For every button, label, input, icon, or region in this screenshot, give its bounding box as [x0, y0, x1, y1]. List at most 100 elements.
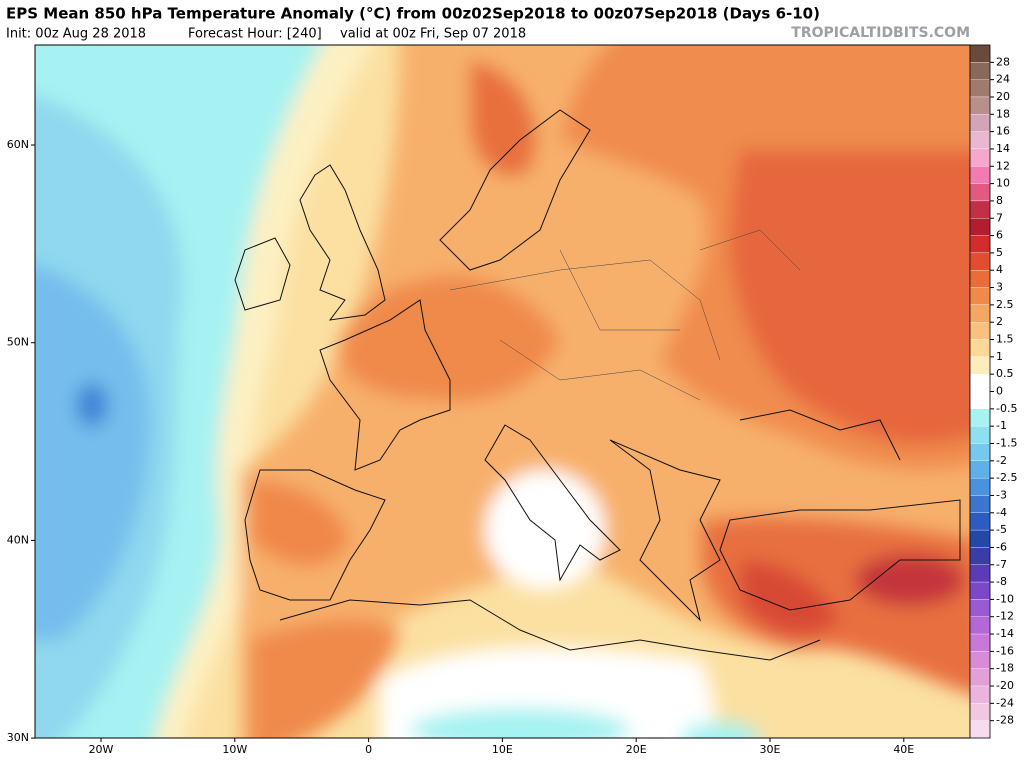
colorbar-label: 7	[996, 211, 1003, 224]
colorbar-label: -0.5	[996, 402, 1017, 415]
colorbar-box	[969, 218, 991, 236]
colorbar-label: -4	[996, 506, 1007, 519]
warm-france-germany	[338, 274, 560, 403]
colorbar-label: 1	[996, 350, 1003, 363]
colorbar-box	[969, 356, 991, 375]
scandinavia	[439, 109, 591, 271]
colorbar-label: -1	[996, 419, 1007, 432]
colorbar-label: -18	[996, 662, 1014, 675]
colorbar-box	[969, 339, 991, 357]
warm-morocco	[250, 619, 400, 738]
france	[319, 299, 451, 471]
lon-label: 40E	[893, 743, 914, 756]
colorbar-box	[969, 547, 991, 565]
colorbar-label: -7	[996, 558, 1007, 571]
neutral-italy	[485, 470, 605, 590]
colorbar-box	[969, 200, 991, 219]
lon-label: 10W	[222, 743, 247, 756]
watermark: TROPICALTIDBITS.COM	[791, 25, 970, 41]
colorbar-box	[969, 599, 991, 617]
lon-label: 0	[365, 743, 372, 756]
colorbar-label: 1.5	[996, 333, 1014, 346]
colorbar-box	[969, 651, 991, 669]
colorbar-box	[969, 425, 991, 444]
colorbar-label: -1.5	[996, 436, 1017, 449]
colorbar-frame	[969, 44, 991, 739]
colorbar-label: -20	[996, 679, 1014, 692]
neutral-africa	[380, 646, 715, 738]
colorbar-label: -10	[996, 592, 1014, 605]
init: Init: 00z Aug 28 2018	[6, 27, 146, 42]
colorbar-box	[969, 703, 991, 721]
hot-scandinavia	[470, 60, 537, 177]
colorbar-label: 4	[996, 263, 1003, 276]
colorbar-label: 2	[996, 315, 1003, 328]
colorbar-label: 24	[996, 73, 1010, 86]
colorbar-box	[969, 183, 991, 202]
colorbar-label: -16	[996, 644, 1014, 657]
balkans	[609, 439, 721, 622]
lon-label: 30E	[760, 743, 781, 756]
colorbar-box	[969, 114, 991, 132]
colorbar-label: -5	[996, 523, 1007, 536]
lon-label: 20E	[626, 743, 647, 756]
ireland	[234, 237, 291, 311]
colorbar-box	[969, 252, 991, 271]
colorbar-label: -14	[996, 627, 1014, 640]
blue-core	[76, 383, 108, 427]
colorbar-label: 3	[996, 281, 1003, 294]
colorbar-box	[969, 581, 991, 600]
colorbar-label: 28	[996, 55, 1010, 68]
colorbar-box	[969, 616, 991, 635]
colorbar-label: 5	[996, 246, 1003, 259]
colorbar-box	[969, 633, 991, 652]
colorbar-box	[969, 512, 991, 531]
colorbar-box	[969, 720, 991, 739]
black-sea	[739, 409, 901, 461]
colorbar-box	[969, 564, 991, 583]
colorbar-label: 8	[996, 194, 1003, 207]
colorbar-label: -28	[996, 714, 1014, 727]
colorbar-box	[969, 270, 991, 288]
colorbar-label: 16	[996, 125, 1010, 138]
colorbar-box	[969, 131, 991, 150]
colorbar-box	[969, 287, 991, 306]
colorbar-label: 2.5	[996, 298, 1014, 311]
colorbar-label: -6	[996, 540, 1007, 553]
turkey	[719, 499, 961, 611]
colorbar: 28 24 20 18 16 14 12 10 8 7 6 5 4 3 2.5 2 1.5 1 0.5 0 -0.5 -1…	[969, 44, 1017, 739]
lon-label: 10E	[492, 743, 513, 756]
title: EPS Mean 850 hPa Temperature Anomaly (°C…	[6, 5, 820, 23]
colorbar-box	[969, 235, 991, 254]
cool-sahara	[410, 708, 630, 738]
forecast-hour: Forecast Hour: [240]	[188, 27, 322, 42]
cool-egypt	[680, 722, 760, 738]
north-africa	[279, 599, 821, 661]
colorbar-box	[969, 443, 991, 461]
colorbar-box	[969, 44, 991, 63]
hotter-turkey	[740, 560, 840, 635]
italy	[484, 424, 621, 582]
colorbar-label: -12	[996, 610, 1014, 623]
colorbar-box	[969, 62, 991, 80]
colorbar-box	[969, 96, 991, 115]
colorbar-box	[969, 460, 991, 479]
colorbar-label: -24	[996, 696, 1014, 709]
lat-label: 40N	[7, 533, 29, 546]
colorbar-box	[969, 495, 991, 513]
colorbar-box	[969, 79, 991, 98]
colorbar-label: 0.5	[996, 367, 1014, 380]
colorbar-box	[969, 391, 991, 409]
hot-ukraine-russia	[730, 150, 970, 445]
warm-iberia	[250, 480, 350, 567]
colorbar-label: -2	[996, 454, 1007, 467]
colorbar-label: -3	[996, 488, 1007, 501]
hottest-core	[855, 554, 965, 606]
borders	[449, 229, 801, 401]
colorbar-box	[969, 166, 991, 184]
colorbar-label: 20	[996, 90, 1010, 103]
valid-time: valid at 00z Fri, Sep 07 2018	[340, 27, 526, 42]
coastlines	[234, 109, 961, 661]
colorbar-box	[969, 477, 991, 496]
